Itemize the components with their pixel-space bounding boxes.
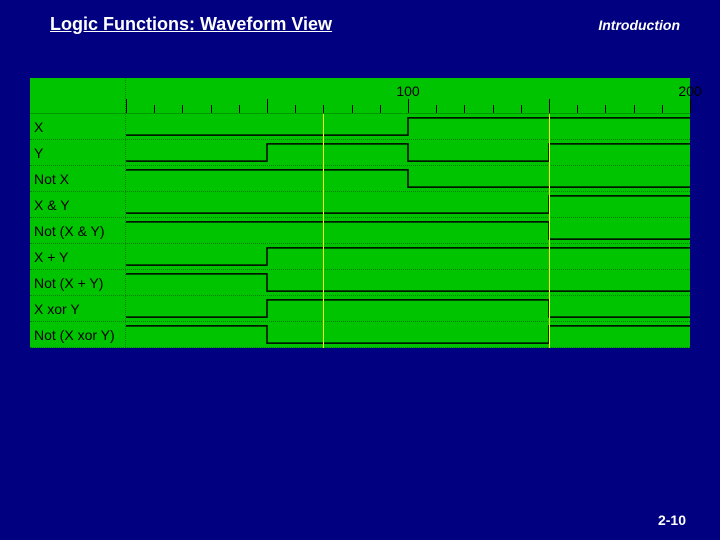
- ruler-tick: [295, 105, 296, 113]
- waveform-view: 100200 XYNot XX & YNot (X & Y)X + YNot (…: [30, 78, 690, 348]
- signal-wave: [126, 192, 690, 217]
- signal-label: X & Y: [30, 192, 126, 217]
- signal-label: Y: [30, 140, 126, 165]
- ruler-tick: [239, 105, 240, 113]
- signal-wave: [126, 244, 690, 269]
- ruler-tick: [211, 105, 212, 113]
- signal-label: X + Y: [30, 244, 126, 269]
- time-cursor[interactable]: [549, 114, 550, 348]
- ruler-tick: [464, 105, 465, 113]
- signal-label: Not (X & Y): [30, 218, 126, 243]
- ruler-label: 100: [396, 83, 419, 99]
- signal-wave: [126, 218, 690, 243]
- signal-wave: [126, 296, 690, 321]
- ruler-tick: [436, 105, 437, 113]
- ruler-tick: [493, 105, 494, 113]
- ruler-tick: [549, 99, 550, 113]
- signal-row: Not (X & Y): [30, 218, 690, 244]
- ruler-tick: [634, 105, 635, 113]
- time-cursor[interactable]: [323, 114, 324, 348]
- signal-row: X xor Y: [30, 296, 690, 322]
- slide-title: Logic Functions: Waveform View: [50, 14, 332, 35]
- signal-row: Not (X xor Y): [30, 322, 690, 348]
- signal-label: X xor Y: [30, 296, 126, 321]
- signal-row: X & Y: [30, 192, 690, 218]
- ruler-tick: [154, 105, 155, 113]
- ruler-tick: [352, 105, 353, 113]
- ruler-tick: [182, 105, 183, 113]
- ruler-tick: [521, 105, 522, 113]
- ruler-tick: [380, 105, 381, 113]
- signal-wave: [126, 322, 690, 347]
- ruler-tick: [577, 105, 578, 113]
- signal-row: Y: [30, 140, 690, 166]
- signal-label: Not X: [30, 166, 126, 191]
- signal-label: X: [30, 114, 126, 139]
- signal-rows: XYNot XX & YNot (X & Y)X + YNot (X + Y)X…: [30, 114, 690, 348]
- ruler-label: 200: [678, 83, 701, 99]
- ruler-tick: [408, 99, 409, 113]
- page-number: 2-10: [658, 512, 686, 528]
- signal-row: X + Y: [30, 244, 690, 270]
- ruler-tick: [126, 99, 127, 113]
- signal-label: Not (X + Y): [30, 270, 126, 295]
- signal-row: Not X: [30, 166, 690, 192]
- section-tag: Introduction: [598, 17, 680, 33]
- signal-wave: [126, 114, 690, 139]
- ruler-tick: [267, 99, 268, 113]
- signal-label: Not (X xor Y): [30, 322, 126, 347]
- ruler-tick: [662, 105, 663, 113]
- signal-wave: [126, 270, 690, 295]
- signal-row: X: [30, 114, 690, 140]
- ruler-tick: [690, 99, 691, 113]
- slide-header: Logic Functions: Waveform View Introduct…: [50, 14, 680, 35]
- ruler-tick: [323, 105, 324, 113]
- time-ruler: 100200: [30, 78, 690, 114]
- signal-wave: [126, 166, 690, 191]
- ruler-tick: [605, 105, 606, 113]
- signal-row: Not (X + Y): [30, 270, 690, 296]
- signal-wave: [126, 140, 690, 165]
